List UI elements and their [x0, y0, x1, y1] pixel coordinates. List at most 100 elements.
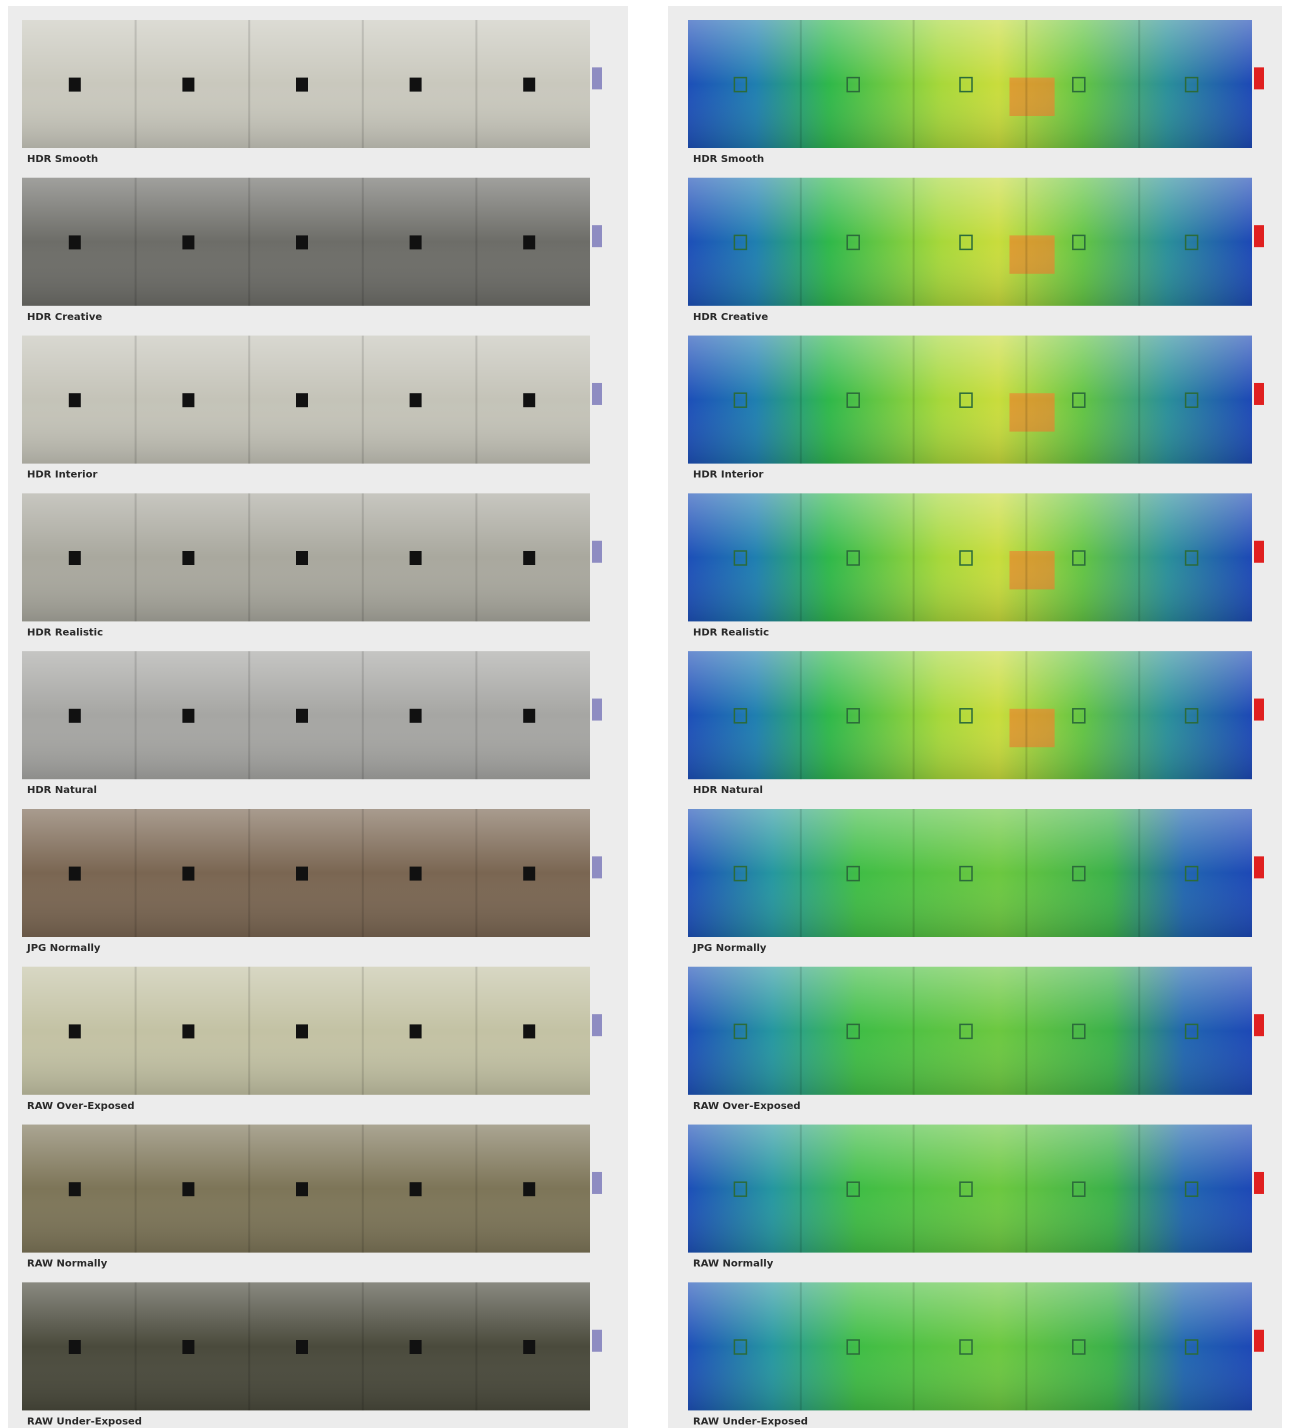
scan-image: [688, 809, 1264, 937]
opening: [296, 1024, 308, 1039]
opening: [1072, 708, 1086, 724]
image-label: RAW Over-Exposed: [27, 1101, 135, 1112]
opening: [846, 708, 860, 724]
scan-image: [688, 1282, 1264, 1411]
scan-image: [688, 966, 1264, 1095]
opening: [1072, 1023, 1086, 1040]
scan-image: [22, 1124, 602, 1253]
marker: [1254, 1171, 1264, 1194]
opening: [68, 77, 81, 92]
opening: [296, 1182, 308, 1197]
scan-image: [22, 335, 602, 464]
opening: [1072, 76, 1086, 93]
opening: [733, 865, 748, 882]
opening: [1184, 234, 1199, 251]
image-shade: [688, 1124, 1252, 1253]
opening: [733, 392, 748, 408]
opening: [1184, 550, 1199, 566]
opening: [733, 234, 748, 251]
opening: [68, 551, 81, 565]
marker: [592, 1171, 602, 1194]
opening: [1072, 234, 1086, 251]
opening: [959, 550, 973, 566]
opening: [182, 1340, 195, 1354]
image-shade: [688, 177, 1252, 306]
scan-image: [688, 177, 1264, 306]
image-shade: [688, 809, 1252, 937]
opening: [959, 708, 973, 724]
opening: [409, 866, 422, 881]
image-label: HDR Interior: [27, 470, 97, 481]
marker: [592, 67, 602, 90]
scan-image: [688, 493, 1264, 622]
scan-image: [22, 966, 602, 1095]
opening: [68, 235, 81, 250]
image-shade: [688, 1282, 1252, 1411]
marker: [1254, 856, 1264, 879]
scan-image: [688, 651, 1264, 780]
opening: [846, 1023, 860, 1040]
opening: [523, 708, 536, 723]
image-shade: [688, 651, 1252, 780]
image-label: HDR Creative: [693, 312, 768, 323]
opening: [733, 1339, 748, 1355]
opening: [733, 1181, 748, 1197]
image-shade: [688, 335, 1252, 464]
opening: [182, 235, 195, 250]
scan-image: [22, 651, 602, 780]
scan-image: [22, 1282, 602, 1411]
opening: [1184, 1023, 1199, 1040]
marker: [592, 382, 602, 405]
scan-image: [22, 809, 602, 937]
opening: [296, 77, 308, 92]
opening: [523, 866, 536, 881]
image-label: HDR Natural: [693, 785, 763, 796]
opening: [296, 235, 308, 250]
image-label: HDR Smooth: [693, 154, 764, 165]
opening: [68, 1340, 81, 1354]
opening: [959, 1339, 973, 1355]
opening: [1072, 1339, 1086, 1355]
image-shade: [688, 20, 1252, 148]
opening: [846, 550, 860, 566]
opening: [959, 865, 973, 882]
opening: [409, 1182, 422, 1197]
image-label: HDR Realistic: [693, 627, 769, 638]
opening: [523, 77, 536, 92]
marker: [1254, 1329, 1264, 1352]
image-shade: [688, 966, 1252, 1095]
opening: [959, 76, 973, 93]
opening: [182, 393, 195, 408]
opening: [1184, 1181, 1199, 1197]
opening: [959, 1181, 973, 1197]
image-shade: [688, 493, 1252, 622]
opening: [846, 234, 860, 251]
marker: [1254, 698, 1264, 721]
opening: [296, 708, 308, 723]
scan-image: [688, 335, 1264, 464]
opening: [1184, 865, 1199, 882]
marker: [592, 856, 602, 879]
opening: [68, 1024, 81, 1039]
opening: [959, 1023, 973, 1040]
opening: [409, 393, 422, 408]
image-label: HDR Natural: [27, 785, 97, 796]
marker: [592, 698, 602, 721]
opening: [1072, 1181, 1086, 1197]
opening: [846, 76, 860, 93]
opening: [1072, 550, 1086, 566]
opening: [523, 1182, 536, 1197]
opening: [182, 1182, 195, 1197]
opening: [733, 550, 748, 566]
opening: [846, 392, 860, 408]
opening: [523, 393, 536, 408]
opening: [68, 393, 81, 408]
marker: [1254, 225, 1264, 248]
marker: [1254, 67, 1264, 90]
opening: [1184, 1339, 1199, 1355]
image-label: RAW Normally: [27, 1259, 108, 1270]
opening: [182, 866, 195, 881]
scan-image: [688, 1124, 1264, 1253]
opening: [959, 234, 973, 251]
